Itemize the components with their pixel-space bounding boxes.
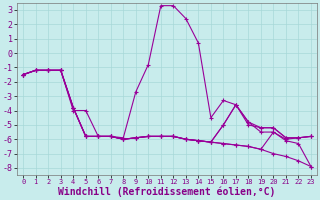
X-axis label: Windchill (Refroidissement éolien,°C): Windchill (Refroidissement éolien,°C)	[58, 187, 276, 197]
